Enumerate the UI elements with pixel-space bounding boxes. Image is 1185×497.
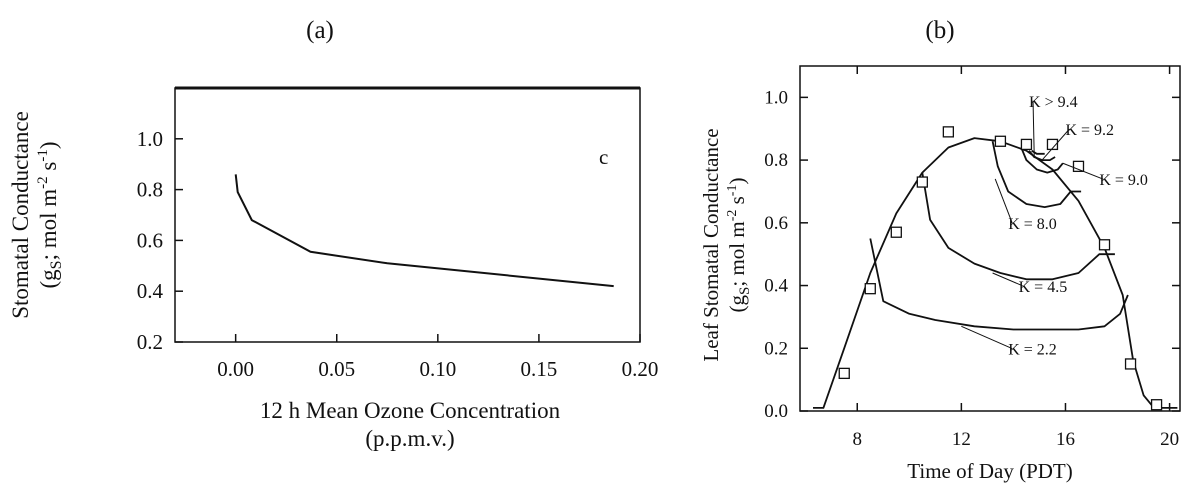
panel-b-x-tick-label: 20 — [1160, 429, 1179, 450]
panel-b-observed-point — [1098, 239, 1111, 251]
panel-a-y-tick-label: 0.4 — [137, 279, 164, 303]
panel-b-annotation-label: K = 2.2 — [1008, 342, 1057, 359]
panel-b-x-tick-label: 16 — [1056, 429, 1075, 450]
panel-b-observed-point — [1150, 399, 1163, 411]
panel-a-label: (a) — [306, 17, 334, 44]
panel-b-k-curve — [1031, 149, 1045, 155]
panel-b-annotation-arrow — [1041, 128, 1070, 161]
panel-a-plot-frame — [174, 87, 641, 343]
panel-b-y-tick-label: 1.0 — [764, 87, 788, 108]
panel-b-annotation-arrow — [992, 272, 1023, 287]
panel-a-chart: c 0.2 0.4 0.6 0.8 1.0 0.00 0.05 0.10 0.15 0.20 S… — [8, 86, 659, 451]
panel-b-observed-point — [890, 226, 902, 238]
panel-b-envelope-line — [813, 137, 1178, 409]
panel-b-observed-point — [1072, 160, 1085, 173]
panel-b-ylabel-line2: (gS; mol m-2 s-1) — [725, 178, 753, 313]
panel-b-k-curve — [869, 238, 1129, 331]
panel-b-chart: 0.0 0.2 0.4 0.6 0.8 1.0 8 12 16 20 K > 9.4 K = 9.… — [699, 65, 1181, 483]
panel-b-annotation-arrow — [1032, 100, 1035, 157]
panel-b-y-tick-label: 0.2 — [764, 338, 788, 359]
panel-a-series-line — [234, 174, 614, 288]
panel-b-observed-point — [1046, 138, 1059, 151]
panel-b-annotation-label: K = 4.5 — [1019, 279, 1068, 296]
panel-b-x-tick-label: 12 — [952, 429, 971, 450]
panel-b-annotation-arrow — [994, 178, 1013, 224]
panel-a-x-tick-label: 0.15 — [521, 357, 558, 381]
panel-b-label: (b) — [925, 17, 954, 44]
panel-b-k-curve — [991, 141, 1082, 209]
panel-b-observed-point — [994, 135, 1007, 147]
panel-b-observed-point — [942, 126, 955, 138]
panel-a-ylabel-line2: (gS; mol m-2 s-1) — [35, 141, 65, 288]
panel-a-ylabel-group: Stomatal Conductance (gS; mol m-2 s-1) — [8, 111, 65, 319]
panel-a-xlabel-line2: (p.p.m.v.) — [365, 426, 454, 451]
panel-b-observed-point — [916, 176, 928, 188]
panel-a-xlabel-line1: 12 h Mean Ozone Concentration — [260, 398, 561, 423]
panel-a-letter: c — [599, 145, 608, 169]
panel-a-x-tick-label: 0.20 — [622, 357, 659, 381]
panel-b-observed-point — [864, 283, 876, 295]
panel-b-annotation-arrow — [961, 325, 1013, 350]
panel-b-annotation-label: K = 9.0 — [1099, 172, 1148, 189]
panel-b-observed-point — [1020, 138, 1033, 151]
panel-a-x-tick-label: 0.05 — [318, 357, 355, 381]
panel-a-y-tick-label: 0.2 — [137, 330, 163, 354]
panel-b-annotation-arrow — [1062, 162, 1104, 180]
panel-b-ylabel-group: Leaf Stomatal Conductance (gS; mol m-2 s… — [699, 128, 753, 361]
panel-b-annotation-label: K = 8.0 — [1008, 216, 1057, 233]
panel-a-x-tick-label: 0.10 — [419, 357, 456, 381]
panel-a-y-tick-label: 0.6 — [137, 228, 163, 252]
panel-b-annotation-label: K > 9.4 — [1029, 94, 1078, 111]
panel-b-observed-point — [1124, 358, 1137, 370]
panel-a-y-tick-label: 0.8 — [137, 178, 163, 202]
panel-b-k-curve — [921, 172, 1115, 281]
panel-b-xlabel: Time of Day (PDT) — [907, 459, 1072, 483]
panel-b-annotation-label: K = 9.2 — [1065, 122, 1114, 139]
panel-b-plot-frame — [799, 65, 1181, 412]
panel-a-x-tick-label: 0.00 — [217, 357, 254, 381]
panel-b-y-tick-label: 0.8 — [764, 150, 788, 171]
panel-b-y-tick-label: 0.4 — [764, 276, 788, 297]
panel-a-y-tick-label: 1.0 — [137, 127, 163, 151]
panel-b-k-curve — [1020, 147, 1064, 174]
panel-b-ylabel-line1: Leaf Stomatal Conductance — [699, 128, 723, 361]
panel-b-y-tick-label: 0.6 — [764, 213, 788, 234]
panel-a-ylabel-line1: Stomatal Conductance — [8, 111, 33, 319]
panel-b-x-tick-label: 8 — [853, 429, 863, 450]
panel-b-observed-point — [838, 367, 850, 380]
panel-b-y-tick-label: 0.0 — [764, 401, 788, 422]
